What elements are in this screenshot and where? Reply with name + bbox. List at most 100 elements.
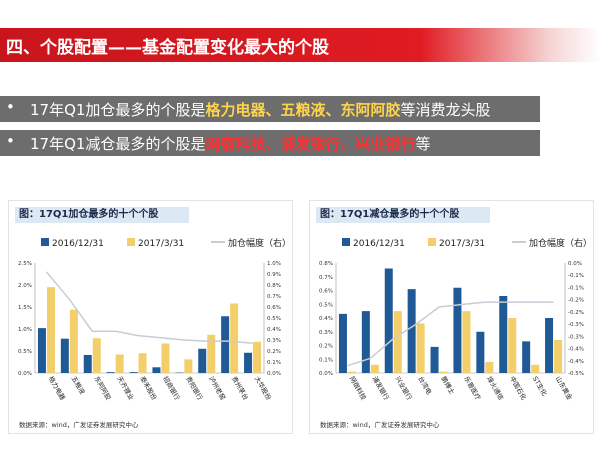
y-tick-right: -0.5% xyxy=(568,371,584,377)
legend-swatch-2017 xyxy=(428,238,436,246)
bullet-text-before: 17年Q1减仓最多的个股是 xyxy=(30,135,206,153)
x-tick-label: 鹏博士 xyxy=(439,375,457,397)
y-tick-right: -0.3% xyxy=(568,334,584,340)
x-tick-label: 泸州老窖 xyxy=(207,375,228,402)
bar-2017 xyxy=(115,354,124,373)
x-tick-label: 烽火通信 xyxy=(485,375,506,402)
bar-2016 xyxy=(37,328,46,373)
bullet-dot-icon: • xyxy=(6,98,15,116)
y-tick-left: 2.0% xyxy=(18,283,32,289)
y-tick-left: 0.0% xyxy=(18,371,32,377)
x-tick-label: 天齐锂业 xyxy=(115,375,136,402)
bar-2016 xyxy=(384,268,393,373)
legend-swatch-2016 xyxy=(41,238,49,246)
bar-2016 xyxy=(83,354,92,373)
bar-2017 xyxy=(46,287,55,373)
bar-2017 xyxy=(393,311,402,373)
y-tick-right: -0.2% xyxy=(568,310,584,316)
y-tick-right: 0.6% xyxy=(267,305,281,311)
x-tick-label: 贵州茅台 xyxy=(230,375,251,402)
legend-label: 2016/12/31 xyxy=(353,239,405,249)
bar-2016 xyxy=(129,372,138,373)
chart-decrease: 2016/12/31 2017/3/31 加仓幅度（右） 0.0% 0.1% 0.2% 0.… xyxy=(319,237,592,429)
y-tick-right: 1.0% xyxy=(267,261,281,267)
y-tick-right: -0.2% xyxy=(568,298,584,304)
x-tick-label: ST生化 xyxy=(531,375,550,398)
bar-2017 xyxy=(508,318,517,373)
y-tick-right: 0.3% xyxy=(267,338,281,344)
bar-2017 xyxy=(207,334,216,373)
bar-2017 xyxy=(439,371,448,373)
y-tick-left: 0.2% xyxy=(319,344,333,350)
legend-label: 加仓幅度（右） xyxy=(529,237,592,249)
bullet-text-after: 等消费龙头股 xyxy=(400,101,491,119)
bar-2017 xyxy=(184,359,193,373)
chart-title: 图：17Q1加仓最多的十个个股 xyxy=(15,207,189,223)
chart-source: 数据来源：wind，广发证券发展研究中心 xyxy=(19,420,139,429)
bar-2017 xyxy=(138,353,147,373)
bar-2017 xyxy=(416,323,425,373)
bullet-highlight: 格力电器、五粮液、东阿阿胶 xyxy=(205,101,401,119)
chart-source: 数据来源：wind，广发证券发展研究中心 xyxy=(320,420,440,429)
bar-2017 xyxy=(161,343,170,373)
y-tick-right: 0.5% xyxy=(267,316,281,322)
bar-2016 xyxy=(522,341,531,373)
x-tick-label: 贵阳银行 xyxy=(184,375,205,402)
bullet-text-after: 等 xyxy=(415,135,431,153)
y-tick-right: 0.2% xyxy=(267,349,281,355)
bullet-highlight: 网宿科技、浦发银行、兴业银行 xyxy=(205,135,416,153)
y-tick-right: 0.8% xyxy=(267,283,281,289)
bullet-item-2: • 17年Q1减仓最多的个股是网宿科技、浦发银行、兴业银行等 xyxy=(0,130,540,156)
x-tick-label: 招商银行 xyxy=(161,375,182,402)
y-tick-right: 0.9% xyxy=(267,272,281,278)
x-tick-label: 台湾电 xyxy=(416,375,434,397)
bar-2016 xyxy=(338,313,347,373)
bar-2016 xyxy=(106,372,115,373)
bar-2016 xyxy=(244,352,253,373)
x-tick-label: 网宿科技 xyxy=(348,375,369,402)
legend-label: 加仓幅度（右） xyxy=(228,237,291,249)
legend-label: 2017/3/31 xyxy=(439,239,485,249)
bar-2016 xyxy=(499,296,508,373)
x-tick-label: 山东黄金 xyxy=(554,375,575,402)
line-series xyxy=(347,301,554,367)
bar-2016 xyxy=(407,289,416,373)
x-tick-label: 格力电器 xyxy=(47,375,68,402)
section-header: 四、个股配置——基金配置变化最大的个股 xyxy=(0,28,600,62)
bar-2017 xyxy=(370,364,379,373)
legend-swatch-2017 xyxy=(127,238,135,246)
y-tick-left: 0.3% xyxy=(319,330,333,336)
chart-panel-decrease: 图：17Q1减仓最多的十个个股 2016/12/31 2017/3/31 加仓幅度（… xyxy=(309,200,594,434)
bullet-text-before: 17年Q1加仓最多的个股是 xyxy=(30,101,206,119)
chart-title: 图：17Q1减仓最多的十个个股 xyxy=(316,207,490,223)
bullet-dot-icon: • xyxy=(6,132,15,150)
bar-2017 xyxy=(69,309,78,373)
bar-2016 xyxy=(60,338,69,373)
bar-2016 xyxy=(152,367,161,373)
y-tick-left: 2.5% xyxy=(18,261,32,267)
y-tick-left: 0.1% xyxy=(319,357,333,363)
y-tick-right: -0.1% xyxy=(568,285,584,291)
y-tick-left: 0.0% xyxy=(319,371,333,377)
bar-2017 xyxy=(253,341,262,373)
y-tick-left: 0.7% xyxy=(319,275,333,281)
y-tick-right: -0.3% xyxy=(568,322,584,328)
bullet-text: 17年Q1加仓最多的个股是格力电器、五粮液、东阿阿胶等消费龙头股 xyxy=(30,99,490,120)
y-tick-right: 0.0% xyxy=(267,371,281,377)
chart-increase: 2016/12/31 2017/3/31 加仓幅度（右） 0.0% 0.5% 1.0% 1.… xyxy=(18,237,291,429)
x-tick-label: 五粮液 xyxy=(70,375,88,397)
bar-2017 xyxy=(347,371,356,373)
y-tick-left: 0.5% xyxy=(18,349,32,355)
bar-2017 xyxy=(462,311,471,373)
bullet-text: 17年Q1减仓最多的个股是网宿科技、浦发银行、兴业银行等 xyxy=(30,133,430,154)
bar-2017 xyxy=(554,340,563,373)
x-tick-label: 中国石化 xyxy=(508,375,529,402)
bar-2016 xyxy=(545,318,554,373)
y-tick-right: 0.7% xyxy=(267,294,281,300)
bar-2016 xyxy=(430,346,439,373)
bar-2016 xyxy=(198,348,207,373)
y-tick-right: 0.4% xyxy=(267,327,281,333)
legend-swatch-2016 xyxy=(342,238,350,246)
line-series xyxy=(45,271,253,345)
y-tick-right: 0.1% xyxy=(267,360,281,366)
